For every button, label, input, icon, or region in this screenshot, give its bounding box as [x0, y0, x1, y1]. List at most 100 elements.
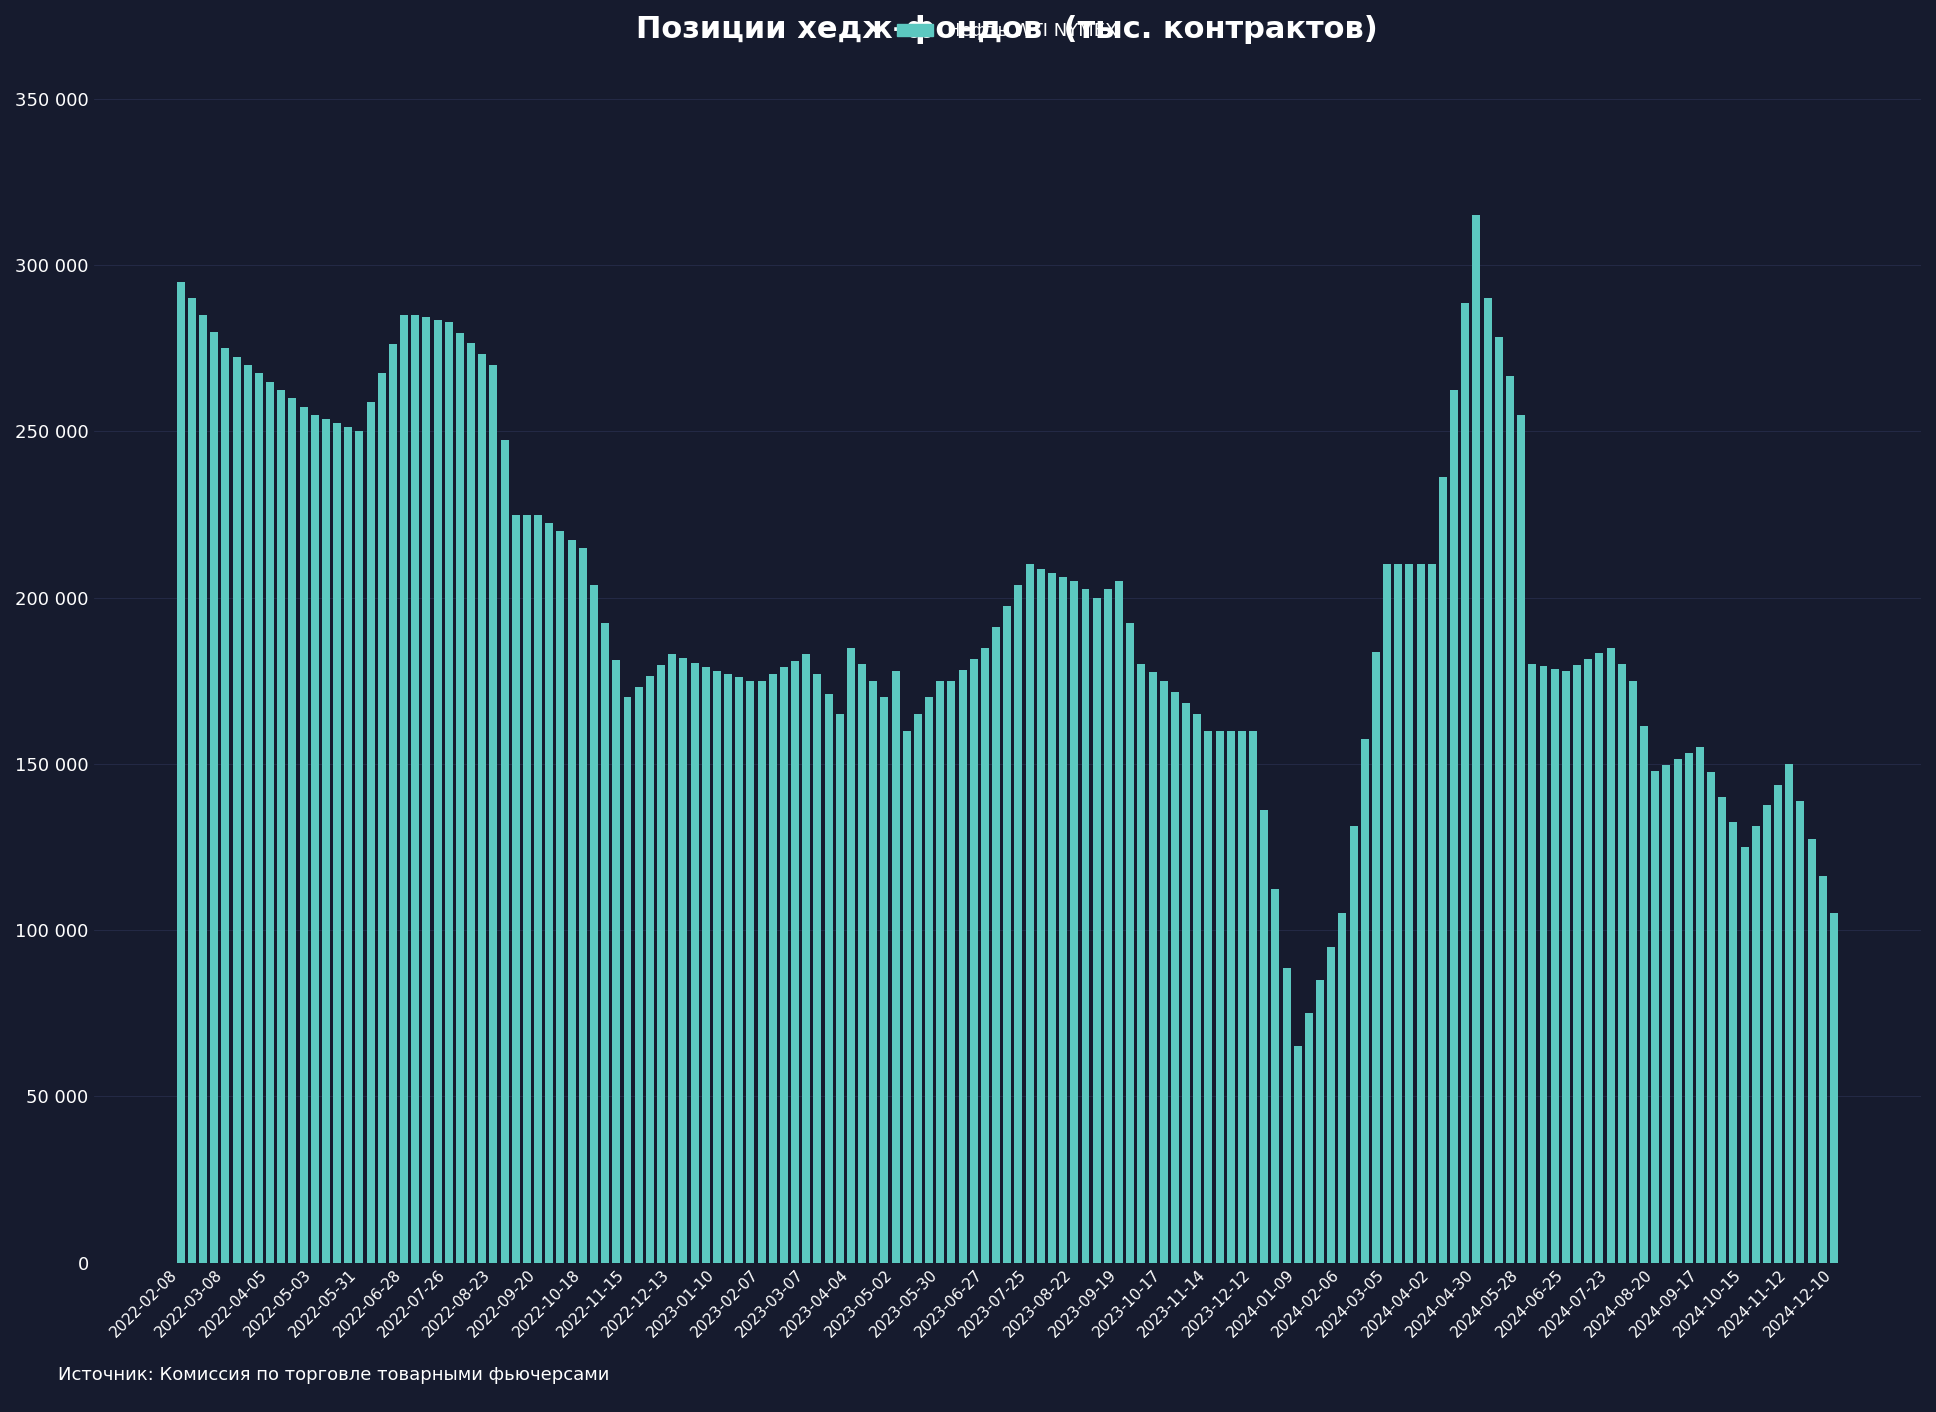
Bar: [1026, 565, 1034, 1262]
Bar: [1038, 569, 1045, 1262]
Bar: [567, 539, 575, 1262]
Bar: [176, 282, 184, 1262]
Bar: [780, 668, 788, 1262]
Bar: [970, 658, 978, 1262]
Bar: [656, 665, 664, 1262]
Bar: [1506, 376, 1514, 1262]
Bar: [1136, 664, 1146, 1262]
Bar: [635, 686, 643, 1262]
Bar: [724, 674, 732, 1262]
Bar: [647, 676, 654, 1262]
Bar: [1450, 390, 1458, 1262]
Bar: [1272, 888, 1280, 1262]
Bar: [925, 698, 933, 1262]
Bar: [1562, 671, 1570, 1262]
Bar: [813, 674, 821, 1262]
Bar: [523, 514, 530, 1262]
Bar: [556, 531, 565, 1262]
Bar: [1438, 477, 1446, 1262]
Bar: [747, 681, 755, 1262]
Bar: [378, 373, 385, 1262]
Bar: [1394, 565, 1402, 1262]
Bar: [1227, 730, 1235, 1262]
Bar: [836, 714, 844, 1262]
Bar: [546, 522, 554, 1262]
Bar: [712, 671, 720, 1262]
Bar: [1462, 302, 1469, 1262]
Bar: [1773, 785, 1781, 1262]
Bar: [1595, 654, 1603, 1262]
Bar: [1764, 805, 1771, 1262]
Bar: [265, 381, 275, 1262]
Bar: [221, 349, 228, 1262]
Bar: [1406, 565, 1413, 1262]
Bar: [389, 345, 397, 1262]
Bar: [881, 698, 889, 1262]
Bar: [1518, 415, 1526, 1262]
Bar: [490, 364, 498, 1262]
Bar: [1127, 623, 1134, 1262]
Bar: [1417, 565, 1425, 1262]
Bar: [534, 514, 542, 1262]
Bar: [1282, 967, 1291, 1262]
Bar: [1014, 585, 1022, 1262]
Bar: [947, 681, 956, 1262]
Bar: [1785, 764, 1793, 1262]
Bar: [1059, 578, 1067, 1262]
Bar: [1628, 681, 1636, 1262]
Bar: [434, 319, 441, 1262]
Bar: [757, 681, 765, 1262]
Bar: [1183, 703, 1191, 1262]
Bar: [1249, 730, 1256, 1262]
Bar: [345, 428, 352, 1262]
Bar: [356, 432, 364, 1262]
Bar: [1071, 582, 1078, 1262]
Bar: [277, 390, 285, 1262]
Bar: [1237, 730, 1247, 1262]
Bar: [1830, 914, 1837, 1262]
Bar: [244, 364, 252, 1262]
Bar: [1382, 565, 1392, 1262]
Bar: [1104, 589, 1111, 1262]
Bar: [1429, 565, 1437, 1262]
Bar: [467, 343, 474, 1262]
Bar: [1607, 648, 1615, 1262]
Bar: [1204, 730, 1212, 1262]
Bar: [825, 695, 832, 1262]
Bar: [422, 318, 430, 1262]
Bar: [1495, 337, 1502, 1262]
Bar: [1260, 809, 1268, 1262]
Bar: [1361, 738, 1369, 1262]
Bar: [445, 322, 453, 1262]
Bar: [457, 333, 465, 1262]
Bar: [1528, 664, 1537, 1262]
Bar: [736, 678, 743, 1262]
Bar: [199, 315, 207, 1262]
Bar: [1729, 822, 1737, 1262]
Bar: [1808, 839, 1816, 1262]
Bar: [1551, 669, 1558, 1262]
Bar: [1092, 597, 1102, 1262]
Bar: [1818, 875, 1828, 1262]
Bar: [612, 659, 620, 1262]
Bar: [1740, 847, 1748, 1262]
Bar: [232, 357, 240, 1262]
Bar: [1305, 1014, 1313, 1262]
Bar: [680, 658, 687, 1262]
Bar: [1483, 298, 1491, 1262]
Bar: [1160, 681, 1167, 1262]
Bar: [1293, 1046, 1301, 1262]
Bar: [846, 648, 856, 1262]
Bar: [858, 664, 865, 1262]
Bar: [1003, 606, 1011, 1262]
Bar: [1171, 692, 1179, 1262]
Bar: [991, 627, 1001, 1262]
Bar: [869, 681, 877, 1262]
Bar: [1193, 714, 1200, 1262]
Bar: [1373, 652, 1380, 1262]
Bar: [211, 332, 219, 1262]
Bar: [691, 662, 699, 1262]
Bar: [892, 671, 900, 1262]
Bar: [1797, 801, 1804, 1262]
Bar: [792, 661, 800, 1262]
